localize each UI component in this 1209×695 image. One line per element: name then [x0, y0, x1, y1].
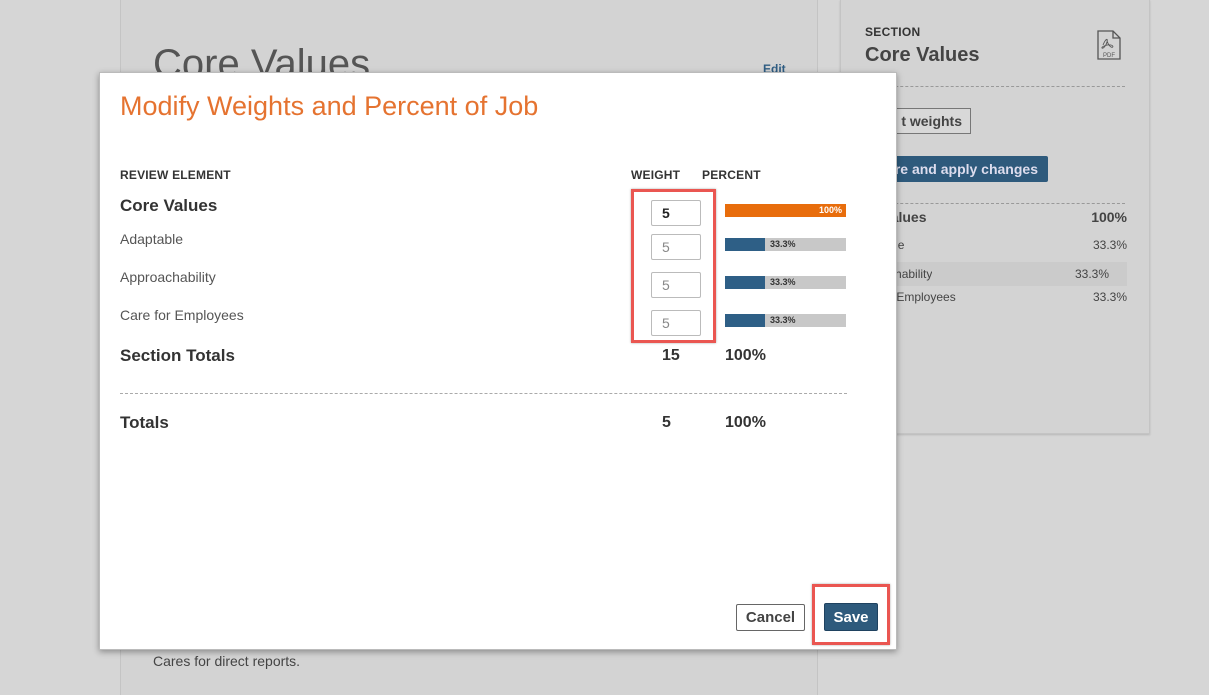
section-kicker: SECTION — [865, 25, 921, 39]
pdf-icon[interactable]: PDF — [1097, 30, 1121, 60]
element-row-label: Adaptable — [120, 231, 184, 247]
element-percent-bar-fill — [725, 238, 766, 251]
element-percent-label: 33.3% — [770, 239, 796, 249]
element-row-label: Approachability — [120, 269, 216, 285]
summary-row-value: 33.3% — [1092, 290, 1127, 304]
modal-title: Modify Weights and Percent of Job — [120, 91, 539, 121]
column-header-percent: PERCENT — [702, 168, 761, 182]
summary-row-value: 33.3% — [1092, 238, 1127, 252]
section-totals-percent: 100% — [725, 347, 766, 364]
element-percent-bar-fill — [725, 276, 766, 289]
summary-section-value: 100% — [1091, 209, 1127, 225]
section-totals-label: Section Totals — [120, 346, 235, 365]
totals-divider — [120, 393, 847, 394]
save-highlight-box — [812, 584, 890, 645]
section-row-label: Core Values — [120, 196, 218, 215]
element-percent-bar: 33.3% — [725, 314, 846, 327]
element-weight-input[interactable] — [651, 310, 701, 336]
totals-label: Totals — [120, 413, 169, 432]
summary-row-value: 33.3% — [1074, 267, 1109, 281]
sidebar-divider — [865, 203, 1125, 204]
section-weight-input[interactable] — [651, 200, 701, 226]
summary-section-row: re Values 100% — [865, 209, 1127, 225]
element-percent-label: 33.3% — [770, 315, 796, 325]
save-button[interactable]: Save — [824, 603, 878, 631]
element-percent-bar: 33.3% — [725, 276, 846, 289]
summary-row: re for Employees 33.3% — [865, 290, 1127, 304]
modify-weights-modal: Modify Weights and Percent of Job REVIEW… — [99, 72, 897, 650]
background-description: Cares for direct reports. — [153, 653, 301, 669]
weights-highlight-box — [631, 189, 716, 343]
summary-row: proachability 33.3% — [865, 262, 1127, 286]
section-title: Core Values — [865, 44, 980, 66]
totals-percent: 100% — [725, 414, 766, 431]
section-percent-label: 100% — [818, 205, 842, 215]
element-weight-input[interactable] — [651, 234, 701, 260]
element-percent-label: 33.3% — [770, 277, 796, 287]
element-percent-bar-fill — [725, 314, 766, 327]
section-percent-bar: 100% — [725, 204, 846, 217]
element-percent-bar: 33.3% — [725, 238, 846, 251]
column-header-weight: WEIGHT — [631, 168, 681, 182]
summary-row: aptable 33.3% — [865, 238, 1127, 252]
column-header-review-element: REVIEW ELEMENT — [120, 168, 231, 182]
section-totals-weight: 15 — [662, 347, 680, 364]
cancel-button[interactable]: Cancel — [736, 604, 805, 631]
element-weight-input[interactable] — [651, 272, 701, 298]
sidebar-divider — [865, 86, 1125, 87]
pdf-icon-label: PDF — [1103, 53, 1115, 59]
section-percent-bar-fill — [725, 204, 846, 217]
element-row-label: Care for Employees — [120, 307, 244, 323]
totals-weight: 5 — [662, 414, 671, 431]
